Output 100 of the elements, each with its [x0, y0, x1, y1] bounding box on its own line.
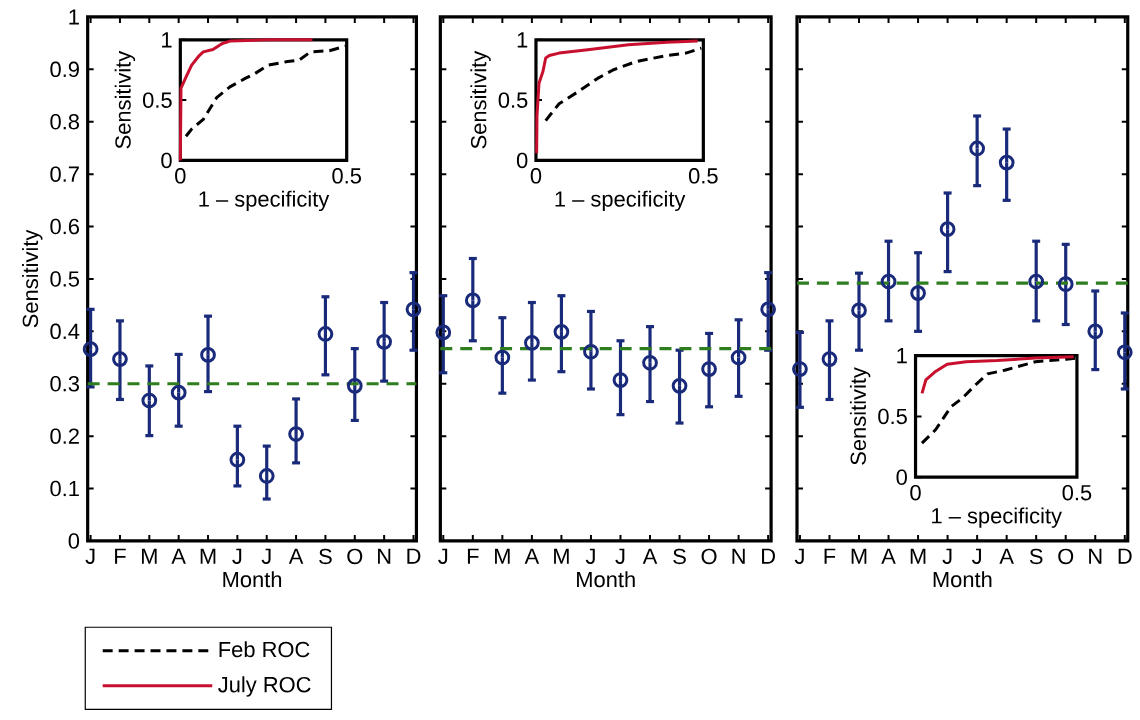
y-tick-label: 0.5: [878, 408, 907, 425]
point: [494, 349, 511, 366]
x-tick-label: J: [232, 548, 242, 564]
legend-label: Feb ROC: [219, 641, 310, 658]
x-tick-label: M: [910, 548, 926, 564]
point: [524, 334, 540, 351]
point: [671, 377, 688, 394]
y-axis-title: Sensitivity: [849, 367, 871, 465]
point: [969, 140, 986, 157]
x-axis-title: 1 – specificity: [555, 190, 686, 211]
x-tick-label: S: [1029, 548, 1043, 565]
legend-label: July ROC: [218, 676, 311, 697]
y-tick-label: 0.7: [50, 166, 79, 182]
point: [1087, 323, 1104, 340]
x-tick-label: 0.5: [688, 167, 718, 184]
y-axis-title: Sensitivity: [114, 50, 136, 149]
y-tick-label: 0.1: [50, 480, 79, 497]
point: [1028, 273, 1045, 290]
y-tick-label: 0.9: [50, 61, 79, 77]
y-tick-label: 1: [517, 32, 528, 48]
point: [642, 354, 658, 371]
point: [229, 451, 246, 468]
y-tick-label: 0.8: [50, 113, 79, 130]
x-tick-label: F: [115, 548, 126, 564]
point: [583, 343, 599, 360]
x-tick-label: A: [642, 548, 658, 564]
x-tick-label: J: [585, 548, 595, 564]
x-axis-title: Month: [223, 571, 282, 588]
y-tick-label: 1: [897, 348, 907, 364]
x-tick-label: J: [942, 548, 952, 564]
y-tick-label: 0.5: [50, 271, 80, 287]
point: [170, 384, 187, 401]
y-tick-label: 0.2: [50, 428, 79, 444]
y-tick-label: 1: [162, 32, 172, 48]
x-tick-label: 0.5: [332, 168, 361, 184]
point: [376, 333, 393, 350]
x-tick-label: J: [971, 548, 981, 564]
point: [346, 377, 363, 394]
x-tick-label: N: [732, 548, 745, 564]
x-axis-title: 1 – specificity: [932, 507, 1062, 528]
x-tick-label: J: [794, 548, 804, 564]
x-tick-label: N: [1089, 548, 1102, 564]
point: [258, 467, 275, 484]
point: [317, 325, 334, 342]
point: [612, 372, 629, 388]
x-tick-label: J: [85, 548, 95, 564]
x-tick-label: F: [467, 548, 479, 564]
x-tick-label: D: [1118, 548, 1132, 564]
point: [851, 302, 867, 319]
point: [141, 392, 158, 409]
y-tick-label: 0: [68, 533, 80, 549]
x-tick-label: S: [319, 548, 332, 565]
point: [112, 351, 128, 367]
x-tick-label: A: [288, 548, 304, 564]
y-tick-label: 0: [896, 469, 907, 485]
x-tick-label: A: [881, 548, 896, 564]
x-tick-label: S: [673, 548, 686, 565]
point: [405, 301, 422, 318]
point: [701, 361, 717, 377]
x-tick-label: A: [524, 548, 540, 564]
x-tick-label: O: [1058, 548, 1074, 565]
point: [200, 346, 216, 363]
x-tick-label: M: [495, 548, 510, 564]
line-series: [920, 355, 1076, 395]
x-tick-label: J: [261, 548, 271, 564]
y-tick-label: 0: [161, 152, 172, 169]
y-tick-label: 0: [516, 152, 528, 169]
x-tick-label: M: [142, 548, 157, 564]
x-tick-label: D: [407, 548, 421, 564]
point: [730, 349, 747, 366]
point: [1116, 344, 1133, 361]
point: [998, 154, 1015, 171]
y-tick-label: 0.6: [50, 218, 79, 235]
point: [464, 292, 481, 309]
x-tick-label: A: [171, 548, 186, 564]
x-tick-label: 0: [175, 168, 186, 184]
x-tick-label: M: [554, 548, 569, 564]
x-tick-label: M: [200, 548, 216, 564]
y-axis-title: Sensitivity: [470, 50, 491, 149]
point: [435, 324, 452, 341]
x-tick-label: 0: [530, 167, 542, 184]
y-tick-label: 1: [69, 9, 79, 25]
y-axis-title: Sensitivity: [22, 229, 43, 328]
x-tick-label: O: [347, 548, 363, 565]
point: [910, 285, 926, 301]
x-tick-label: N: [378, 548, 391, 564]
line-series: [535, 39, 700, 155]
x-tick-label: F: [824, 548, 836, 564]
y-tick-label: 0.5: [143, 92, 172, 108]
point: [553, 323, 570, 340]
point: [760, 301, 777, 318]
point: [939, 221, 956, 237]
x-tick-label: J: [615, 548, 625, 564]
x-tick-label: J: [438, 548, 448, 564]
point: [1057, 276, 1074, 292]
x-tick-label: D: [762, 548, 775, 564]
x-axis-title: 1 – specificity: [199, 190, 330, 211]
point: [82, 341, 99, 357]
y-tick-label: 0.3: [50, 375, 79, 392]
point: [288, 426, 304, 442]
